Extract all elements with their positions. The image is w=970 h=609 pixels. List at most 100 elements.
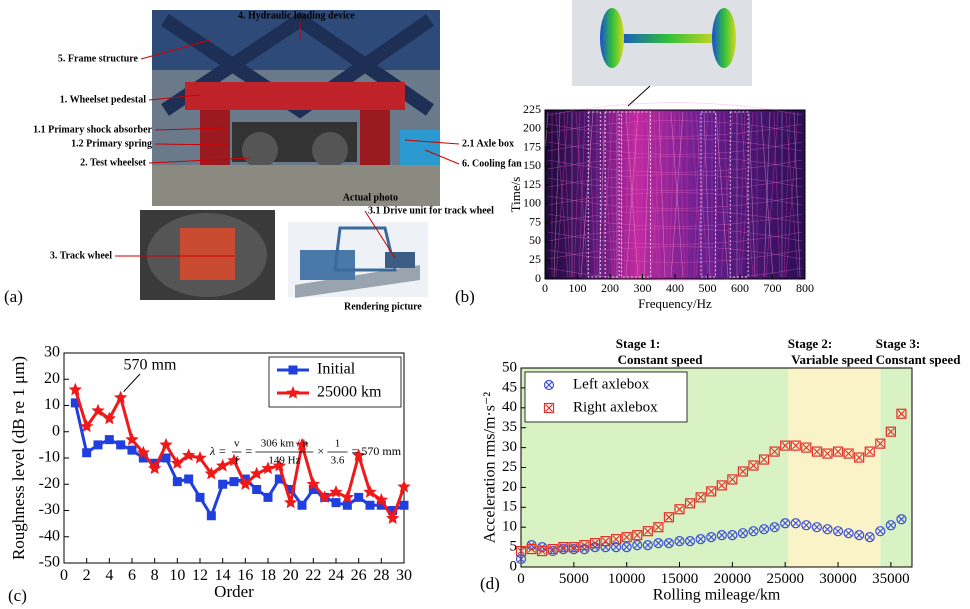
y-tick-label: 0: [510, 558, 518, 574]
spectral-streak: [765, 111, 779, 278]
spectral-streak: [575, 111, 589, 278]
data-marker: [172, 477, 182, 487]
data-marker: [780, 440, 791, 451]
marker-cross: [876, 527, 884, 535]
x-tick-label: 12: [192, 567, 208, 584]
data-marker: [354, 492, 364, 502]
leader-line: [424, 149, 460, 165]
data-marker: [376, 500, 386, 510]
spectral-streak: [760, 111, 774, 278]
legend-label: Right axlebox: [573, 399, 658, 415]
data-marker: [674, 504, 685, 515]
data-marker: [727, 474, 738, 485]
legend-box: [268, 356, 402, 408]
marker-cross: [517, 547, 525, 555]
data-marker: [261, 461, 275, 475]
data-marker: [611, 541, 622, 553]
marker-cross: [823, 449, 832, 458]
photo-label: Actual photo: [343, 192, 398, 203]
leader-line: [364, 210, 396, 259]
harmonic-curve: [547, 267, 803, 281]
harmonic-curve: [547, 213, 803, 227]
data-marker: [727, 530, 738, 541]
marker-cross: [876, 439, 884, 448]
marker-cross: [897, 410, 906, 418]
data-marker: [684, 498, 696, 509]
data-marker: [875, 438, 886, 449]
marker-box: [790, 440, 801, 451]
data-marker: [822, 448, 833, 459]
data-marker: [780, 518, 791, 529]
marker-box: [526, 543, 537, 555]
marker-box: [589, 538, 601, 549]
marker-cross: [696, 535, 705, 543]
marker-box: [547, 543, 558, 555]
legend-label: Left axlebox: [573, 376, 650, 392]
stage-title: Stage 1:: [616, 336, 660, 351]
data-marker: [161, 453, 171, 463]
marker-cross: [633, 531, 641, 539]
y-axis-title: Acceleration rms/m·s⁻²: [482, 392, 499, 544]
y-tick-label: 20: [44, 370, 60, 387]
marker-cross: [760, 455, 768, 464]
x-tick-label: 400: [666, 281, 684, 295]
marker-cross: [601, 537, 610, 545]
y-tick-label: 200: [523, 121, 541, 135]
marker-box: [543, 402, 555, 414]
data-marker: [82, 448, 92, 458]
marker-box: [727, 474, 738, 485]
data-marker: [206, 511, 216, 521]
x-tick-label: 30: [396, 567, 412, 584]
data-marker: [801, 442, 812, 453]
legend-box: [524, 371, 688, 423]
marker-box: [600, 536, 611, 547]
x-axis-title: Rolling mileage/km: [653, 587, 781, 604]
spectral-streak: [563, 111, 571, 278]
marker-ring: [727, 530, 738, 541]
marker-box: [632, 530, 643, 541]
data-marker: [663, 512, 675, 523]
formula-numerator: 306 km / h: [261, 438, 309, 450]
formula-numerator: v: [234, 438, 240, 450]
data-marker: [70, 398, 80, 408]
marker-ring: [674, 536, 685, 547]
data-marker: [543, 379, 555, 391]
y-tick-label: 50: [529, 233, 541, 247]
data-marker: [600, 536, 611, 547]
marker-cross: [527, 545, 536, 553]
marker-cross: [813, 523, 821, 531]
marker-ring: [832, 526, 844, 537]
data-marker: [653, 522, 664, 533]
marker-cross: [633, 541, 641, 549]
data-marker: [182, 448, 196, 462]
data-marker: [769, 446, 780, 457]
data-marker: [250, 466, 264, 480]
data-marker: [195, 492, 205, 502]
data-marker: [642, 526, 653, 537]
harmonic-curve: [547, 177, 803, 191]
formula-text: ×: [317, 444, 324, 458]
data-marker: [286, 386, 300, 399]
marker-box: [832, 446, 844, 457]
y-tick-label: 0: [535, 271, 541, 285]
x-tick-label: 200: [601, 281, 619, 295]
y-tick-label: 30: [44, 344, 60, 361]
data-marker: [811, 446, 822, 457]
photo-label: 2. Test wheelset: [80, 157, 147, 168]
marker-cross: [728, 475, 737, 484]
data-marker: [91, 403, 105, 417]
y-tick-label: 50: [502, 359, 517, 375]
data-marker: [388, 506, 398, 515]
marker-box: [621, 532, 632, 543]
marker-cross: [792, 441, 800, 450]
marker-ring: [684, 536, 696, 547]
spectral-streak: [588, 111, 596, 278]
data-marker: [68, 382, 82, 396]
x-tick-label: 26: [351, 567, 367, 584]
data-marker: [758, 524, 770, 535]
marker-box: [568, 541, 579, 553]
marker-cross: [696, 493, 705, 502]
data-marker: [706, 532, 717, 543]
data-marker: [632, 540, 643, 551]
data-marker: [218, 479, 228, 489]
